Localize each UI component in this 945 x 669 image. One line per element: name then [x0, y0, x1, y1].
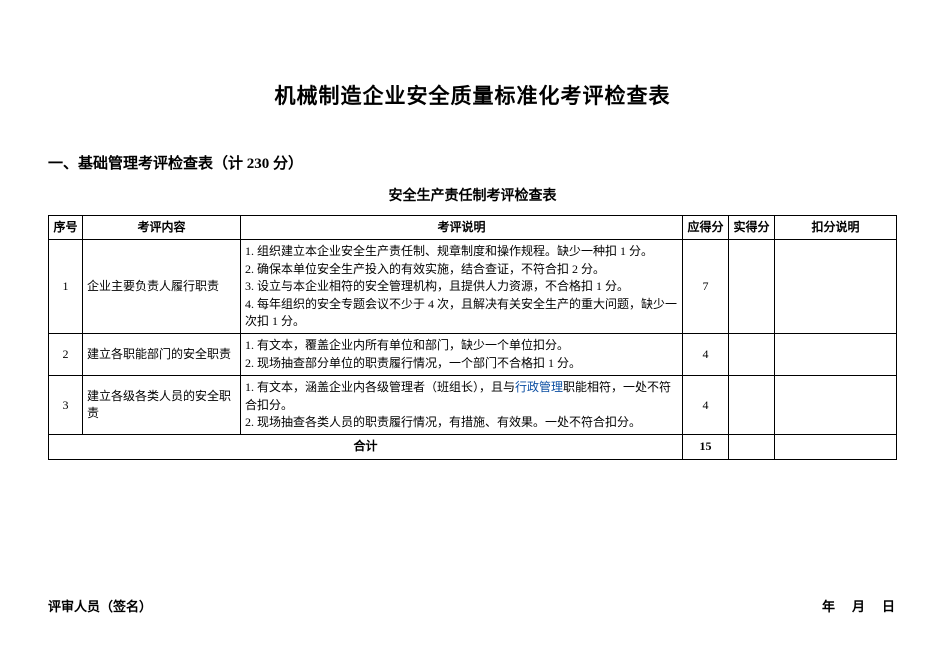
cell-actual — [729, 334, 775, 376]
cell-total-label: 合计 — [49, 435, 683, 459]
table-subtitle: 安全生产责任制考评检查表 — [48, 185, 897, 205]
cell-total-score: 15 — [683, 435, 729, 459]
cell-score: 4 — [683, 334, 729, 376]
section-heading: 一、基础管理考评检查表（计 230 分） — [48, 152, 897, 173]
cell-item: 建立各级各类人员的安全职责 — [83, 376, 241, 435]
cell-note — [775, 334, 897, 376]
col-actual: 实得分 — [729, 216, 775, 240]
cell-total-actual — [729, 435, 775, 459]
col-score: 应得分 — [683, 216, 729, 240]
footer: 评审人员（签名） 年 月 日 — [48, 596, 897, 615]
col-desc: 考评说明 — [241, 216, 683, 240]
table-row: 2建立各职能部门的安全职责1. 有文本，覆盖企业内所有单位和部门，缺少一个单位扣… — [49, 334, 897, 376]
page-title: 机械制造企业安全质量标准化考评检查表 — [48, 80, 897, 110]
evaluation-table: 序号 考评内容 考评说明 应得分 实得分 扣分说明 1企业主要负责人履行职责1.… — [48, 215, 897, 460]
col-note: 扣分说明 — [775, 216, 897, 240]
cell-idx: 3 — [49, 376, 83, 435]
cell-note — [775, 240, 897, 334]
cell-actual — [729, 240, 775, 334]
cell-note — [775, 376, 897, 435]
col-item: 考评内容 — [83, 216, 241, 240]
cell-item: 建立各职能部门的安全职责 — [83, 334, 241, 376]
cell-desc: 1. 组织建立本企业安全生产责任制、规章制度和操作规程。缺少一种扣 1 分。2.… — [241, 240, 683, 334]
table-row: 3建立各级各类人员的安全职责1. 有文本，涵盖企业内各级管理者（班组长），且与行… — [49, 376, 897, 435]
cell-actual — [729, 376, 775, 435]
cell-score: 4 — [683, 376, 729, 435]
cell-idx: 2 — [49, 334, 83, 376]
date-label: 年 月 日 — [822, 596, 897, 615]
hyperlink-text[interactable]: 行政管理 — [515, 380, 563, 394]
cell-desc: 1. 有文本，覆盖企业内所有单位和部门，缺少一个单位扣分。2. 现场抽查部分单位… — [241, 334, 683, 376]
table-total-row: 合计15 — [49, 435, 897, 459]
reviewer-signature-label: 评审人员（签名） — [48, 599, 152, 614]
cell-item: 企业主要负责人履行职责 — [83, 240, 241, 334]
table-header-row: 序号 考评内容 考评说明 应得分 实得分 扣分说明 — [49, 216, 897, 240]
cell-score: 7 — [683, 240, 729, 334]
table-row: 1企业主要负责人履行职责1. 组织建立本企业安全生产责任制、规章制度和操作规程。… — [49, 240, 897, 334]
cell-idx: 1 — [49, 240, 83, 334]
cell-desc: 1. 有文本，涵盖企业内各级管理者（班组长），且与行政管理职能相符，一处不符合扣… — [241, 376, 683, 435]
cell-total-note — [775, 435, 897, 459]
col-idx: 序号 — [49, 216, 83, 240]
